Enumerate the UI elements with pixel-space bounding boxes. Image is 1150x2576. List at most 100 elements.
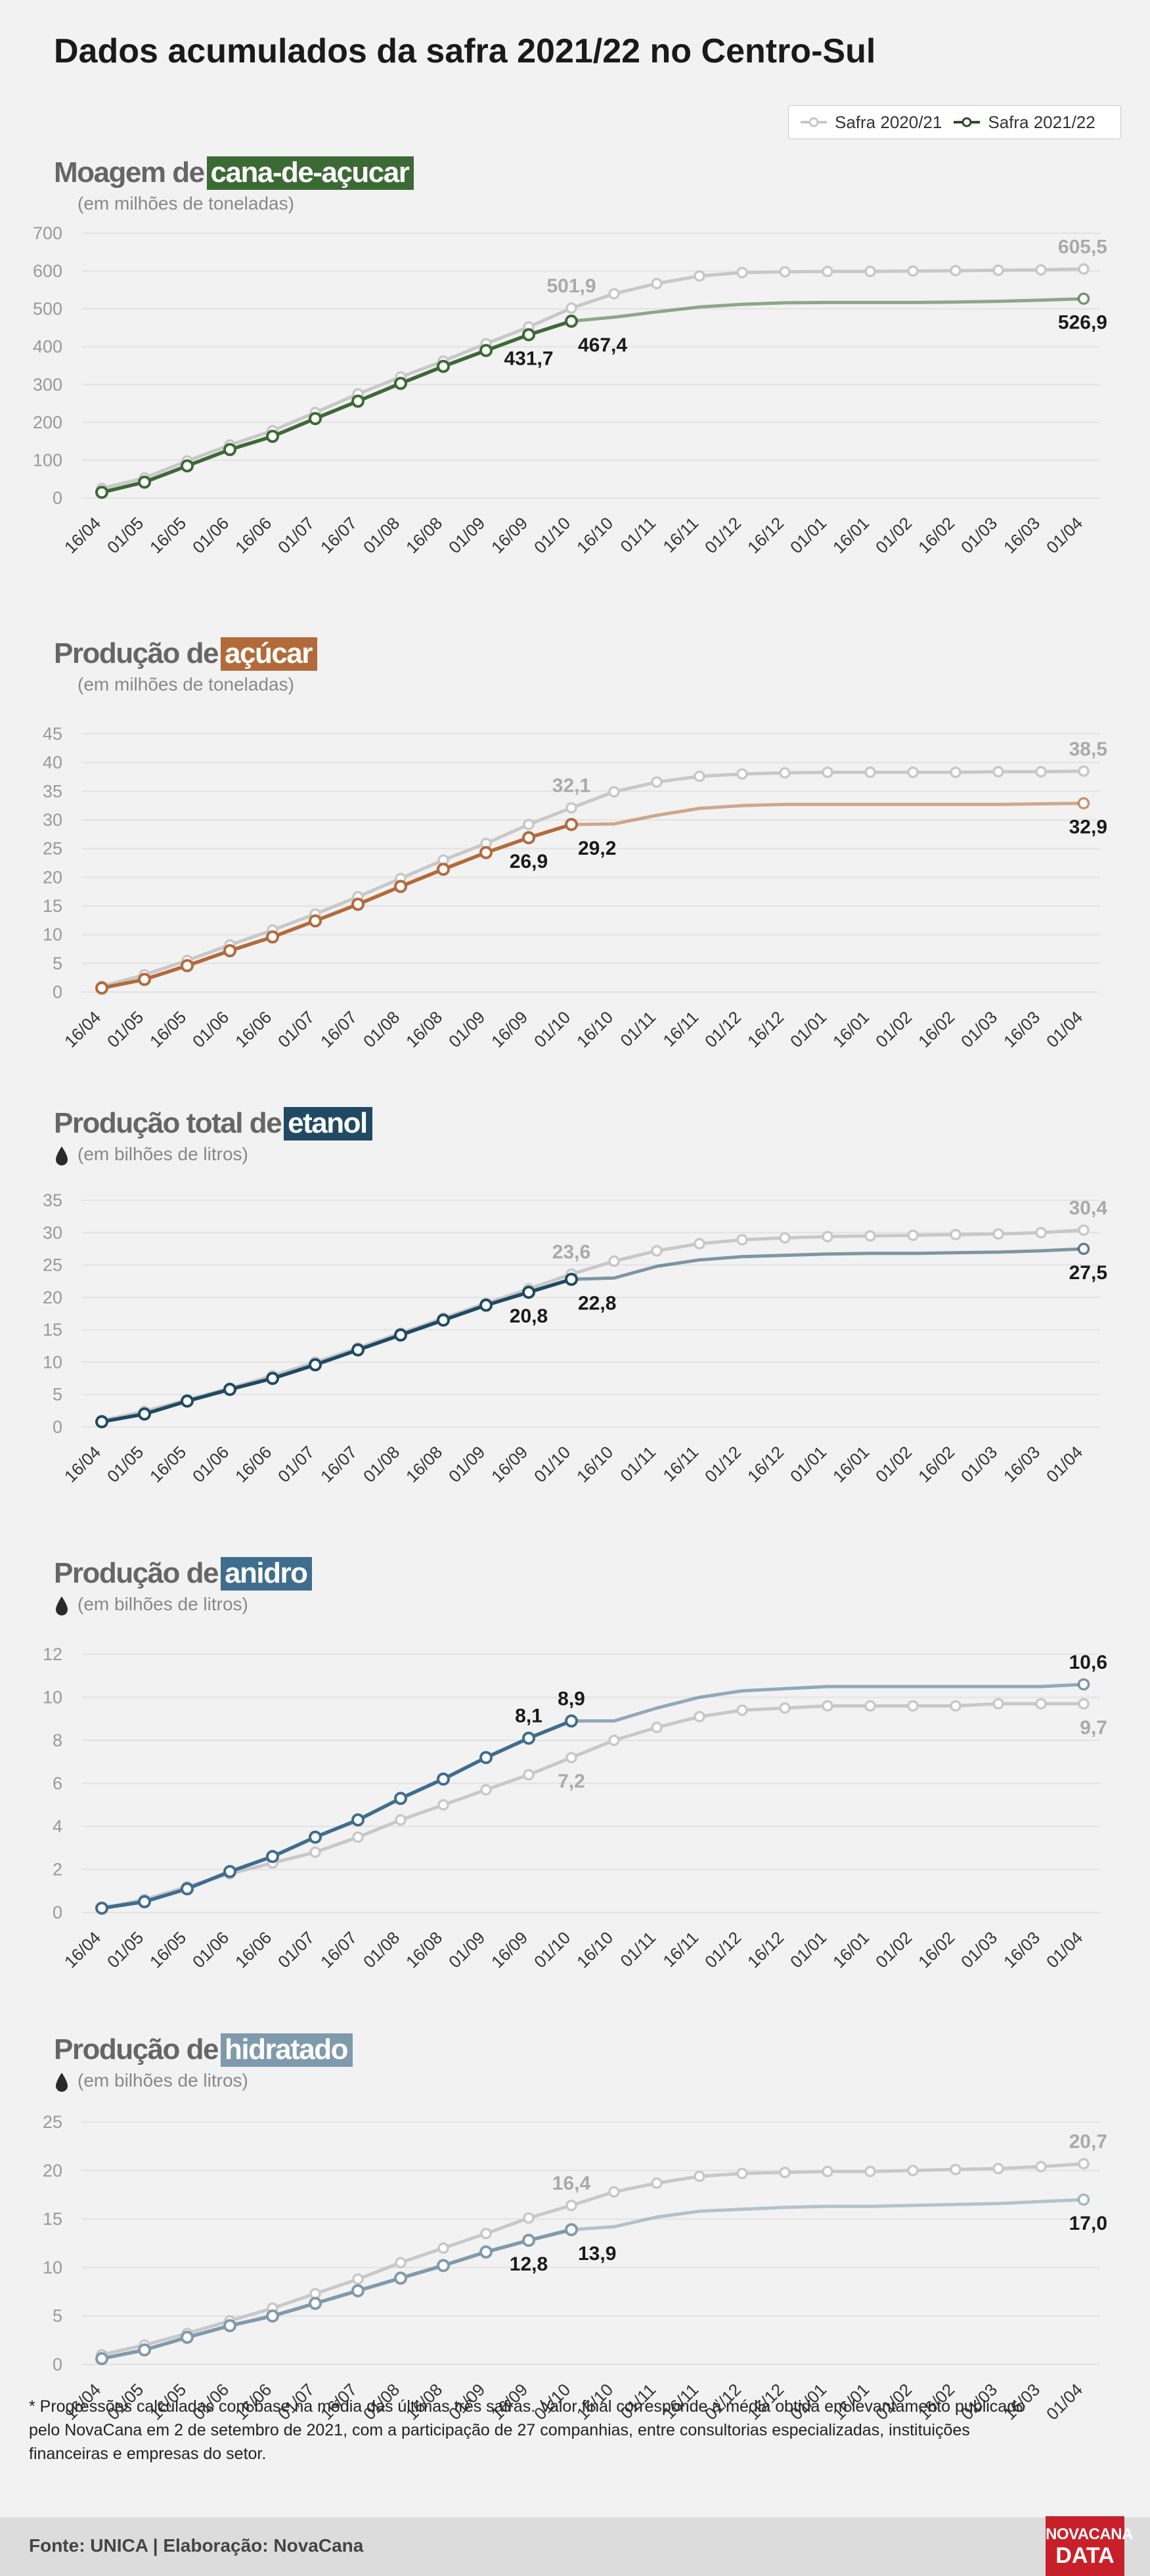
x-tick-label: 16/02 [914, 1442, 958, 1486]
y-tick-label: 25 [43, 839, 62, 859]
x-tick-label: 01/03 [957, 1928, 1001, 1972]
x-tick-label: 16/10 [573, 2380, 617, 2424]
x-tick-label: 16/12 [743, 513, 787, 557]
x-tick-label: 01/01 [786, 1442, 830, 1486]
x-tick-label: 16/09 [487, 1007, 531, 1051]
legend-item-curr: Safra 2021/22 [952, 112, 1095, 133]
x-tick-label: 16/05 [146, 1442, 190, 1486]
data-point-prev [992, 765, 1004, 778]
x-tick-label: 16/12 [743, 1442, 787, 1486]
data-point-curr [394, 1328, 407, 1342]
page-title: Dados acumulados da safra 2021/22 no Cen… [54, 32, 876, 70]
data-point-projection-end [1077, 292, 1090, 305]
data-point-prev [992, 264, 1004, 277]
data-point-prev [1078, 1224, 1090, 1236]
data-point-curr [351, 2284, 365, 2297]
x-tick-label: 01/08 [359, 1007, 403, 1051]
x-tick-label: 16/06 [231, 1442, 275, 1486]
chart-title-highlight: cana-de-açucar [206, 156, 414, 190]
x-tick-label: 16/03 [1000, 1928, 1044, 1972]
data-point-prev [523, 819, 535, 830]
data-point-curr [479, 846, 493, 859]
data-point-prev [779, 265, 791, 278]
x-tick-label: 16/11 [659, 1007, 702, 1051]
data-label: 26,9 [510, 851, 548, 872]
x-tick-label: 01/05 [103, 1442, 147, 1486]
legend-label-prev: Safra 2020/21 [835, 112, 942, 132]
chart-svg-moagem: 010020030040050060070016/0401/0516/0501/… [33, 223, 1107, 557]
data-point-prev [950, 766, 962, 779]
y-tick-label: 20 [43, 1288, 62, 1307]
x-tick-label: 16/06 [231, 513, 275, 557]
legend-label-curr: Safra 2021/22 [988, 112, 1095, 132]
x-tick-label: 16/07 [317, 1007, 361, 1051]
y-tick-label: 200 [33, 413, 62, 432]
y-tick-label: 4 [53, 1817, 62, 1836]
x-tick-label: 01/01 [786, 1928, 830, 1972]
data-label: 27,5 [1069, 1262, 1107, 1284]
data-point-prev [736, 2167, 748, 2179]
x-tick-label: 01/01 [786, 1007, 830, 1051]
x-tick-label: 16/04 [60, 1442, 104, 1486]
y-tick-label: 100 [33, 450, 62, 470]
x-tick-label: 16/02 [914, 513, 958, 557]
data-point-curr [522, 328, 535, 342]
x-tick-label: 01/04 [1042, 2380, 1086, 2424]
x-tick-label: 16/03 [1000, 513, 1044, 557]
x-tick-label: 01/12 [701, 1928, 745, 1972]
y-tick-label: 35 [43, 781, 62, 801]
data-point-curr [138, 475, 151, 489]
y-tick-label: 20 [43, 867, 62, 887]
data-point-prev [822, 766, 833, 779]
x-tick-label: 16/11 [659, 513, 702, 556]
data-point-curr [309, 412, 322, 426]
x-tick-label: 01/04 [1042, 1928, 1086, 1972]
data-point-prev [395, 1814, 407, 1826]
data-point-projection-end [1077, 2193, 1090, 2206]
x-tick-label: 01/07 [274, 2380, 318, 2424]
data-point-curr [351, 1343, 365, 1357]
data-point-prev [1035, 1227, 1047, 1239]
x-tick-label: 01/06 [188, 1007, 232, 1051]
chart-title-hidratado: Produção de hidratado [54, 2033, 353, 2067]
data-point-curr [437, 1772, 450, 1786]
x-tick-label: 01/02 [872, 1007, 916, 1051]
data-point-curr [309, 1358, 322, 1372]
x-tick-label: 01/08 [359, 1928, 403, 1972]
legend-swatch-prev [801, 117, 827, 127]
x-tick-label: 01/09 [445, 1007, 489, 1051]
x-tick-label: 16/12 [743, 1928, 787, 1972]
x-tick-label: 16/11 [659, 2380, 702, 2423]
data-point-curr [95, 1415, 108, 1429]
data-point-curr [181, 959, 194, 972]
chart-title-highlight: etanol [284, 1107, 372, 1141]
data-label: 605,5 [1058, 236, 1107, 258]
x-tick-label: 16/08 [402, 1442, 446, 1486]
data-point-curr [351, 1813, 365, 1827]
x-tick-label: 16/08 [402, 513, 446, 557]
data-point-prev [1035, 2161, 1047, 2173]
x-tick-label: 16/05 [146, 513, 190, 557]
x-tick-label: 16/07 [317, 1442, 361, 1486]
data-point-prev [480, 2227, 492, 2240]
data-point-prev [309, 1846, 321, 1859]
x-tick-label: 16/09 [487, 1442, 531, 1486]
data-label: 20,7 [1069, 2131, 1107, 2152]
x-tick-label: 16/12 [743, 1007, 787, 1051]
x-tick-label: 16/04 [60, 1928, 104, 1972]
x-tick-label: 16/10 [573, 1007, 617, 1051]
series-line-projection [571, 2198, 1084, 2232]
chart-title-moagem: Moagem de cana-de-açucar [54, 156, 414, 190]
data-point-prev [822, 1700, 833, 1712]
series-line-curr [101, 823, 572, 990]
y-tick-label: 700 [33, 223, 62, 243]
y-tick-label: 300 [33, 374, 62, 394]
x-tick-label: 01/09 [445, 2380, 489, 2424]
footnote: * Progressões calculadas com base na méd… [29, 2397, 1026, 2463]
chart-title-highlight: anidro [221, 1557, 313, 1591]
data-point-projection-end [1077, 1678, 1090, 1691]
data-point-curr [565, 1714, 578, 1728]
data-point-prev [651, 776, 663, 788]
data-point-curr [138, 2343, 151, 2357]
x-tick-label: 16/09 [487, 513, 531, 557]
